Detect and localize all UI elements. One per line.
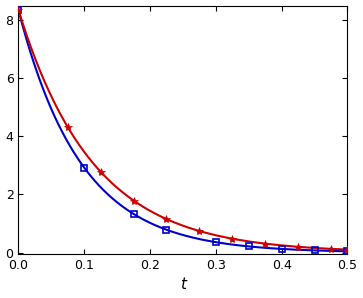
X-axis label: t: t [180, 277, 186, 292]
